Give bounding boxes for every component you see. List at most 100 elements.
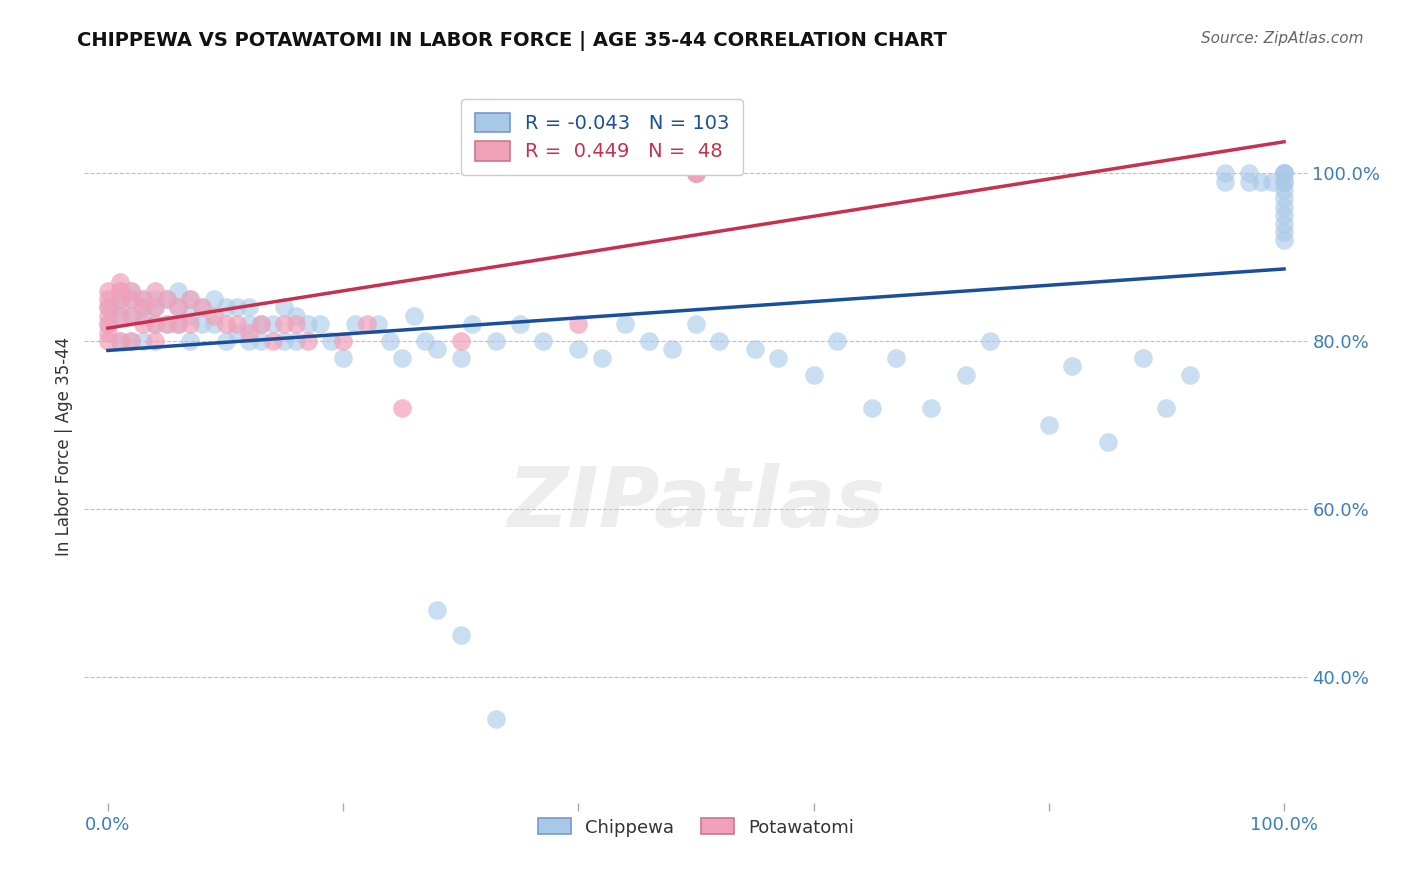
Point bbox=[132, 292, 155, 306]
Point bbox=[1272, 208, 1295, 222]
Point bbox=[343, 318, 366, 332]
Point bbox=[143, 292, 166, 306]
Point bbox=[426, 603, 449, 617]
Point bbox=[1272, 217, 1295, 231]
Point bbox=[179, 318, 201, 332]
Point bbox=[191, 301, 214, 315]
Point bbox=[273, 318, 295, 332]
Point bbox=[108, 309, 131, 323]
Point bbox=[97, 301, 120, 315]
Point bbox=[1097, 434, 1119, 449]
Point bbox=[308, 318, 330, 332]
Point bbox=[108, 284, 131, 298]
Point bbox=[249, 334, 271, 348]
Point bbox=[332, 351, 354, 365]
Point bbox=[332, 334, 354, 348]
Point bbox=[132, 301, 155, 315]
Point bbox=[120, 309, 142, 323]
Point bbox=[391, 351, 413, 365]
Point bbox=[120, 292, 142, 306]
Point bbox=[825, 334, 848, 348]
Point bbox=[1272, 191, 1295, 205]
Point bbox=[167, 318, 190, 332]
Point bbox=[120, 292, 142, 306]
Point bbox=[262, 318, 284, 332]
Point bbox=[120, 284, 142, 298]
Point bbox=[1272, 175, 1295, 189]
Point bbox=[685, 166, 707, 180]
Point bbox=[768, 351, 790, 365]
Point bbox=[214, 334, 236, 348]
Point bbox=[1062, 359, 1084, 374]
Point bbox=[1272, 183, 1295, 197]
Point bbox=[1250, 175, 1272, 189]
Point bbox=[391, 401, 413, 416]
Point bbox=[1272, 233, 1295, 247]
Point bbox=[402, 309, 425, 323]
Point bbox=[97, 301, 120, 315]
Point bbox=[238, 318, 260, 332]
Point bbox=[108, 301, 131, 315]
Point bbox=[1156, 401, 1178, 416]
Point bbox=[1272, 225, 1295, 239]
Point bbox=[226, 301, 249, 315]
Point bbox=[238, 301, 260, 315]
Point bbox=[179, 292, 201, 306]
Point bbox=[803, 368, 825, 382]
Point bbox=[1237, 175, 1260, 189]
Point bbox=[238, 334, 260, 348]
Point bbox=[297, 334, 319, 348]
Point bbox=[97, 318, 120, 332]
Point bbox=[1272, 166, 1295, 180]
Point bbox=[156, 292, 179, 306]
Point bbox=[167, 284, 190, 298]
Point bbox=[285, 318, 308, 332]
Point bbox=[156, 292, 179, 306]
Point bbox=[191, 318, 214, 332]
Point bbox=[380, 334, 402, 348]
Point bbox=[132, 301, 155, 315]
Point bbox=[979, 334, 1001, 348]
Point bbox=[108, 292, 131, 306]
Point bbox=[273, 334, 295, 348]
Point bbox=[120, 334, 142, 348]
Point bbox=[238, 326, 260, 340]
Point bbox=[97, 318, 120, 332]
Point bbox=[120, 334, 142, 348]
Point bbox=[1132, 351, 1154, 365]
Point bbox=[450, 628, 472, 642]
Point bbox=[132, 334, 155, 348]
Point bbox=[97, 309, 120, 323]
Point bbox=[108, 284, 131, 298]
Point bbox=[426, 343, 449, 357]
Point bbox=[1272, 166, 1295, 180]
Point bbox=[143, 301, 166, 315]
Point bbox=[1237, 166, 1260, 180]
Point bbox=[143, 301, 166, 315]
Point bbox=[709, 334, 731, 348]
Point bbox=[179, 334, 201, 348]
Point bbox=[1038, 417, 1060, 432]
Point bbox=[214, 318, 236, 332]
Point bbox=[531, 334, 554, 348]
Point bbox=[1213, 175, 1236, 189]
Point bbox=[249, 318, 271, 332]
Point bbox=[120, 309, 142, 323]
Point bbox=[450, 334, 472, 348]
Point bbox=[860, 401, 883, 416]
Point bbox=[108, 275, 131, 289]
Point bbox=[1272, 175, 1295, 189]
Point bbox=[143, 284, 166, 298]
Point bbox=[273, 301, 295, 315]
Point bbox=[132, 318, 155, 332]
Point bbox=[884, 351, 907, 365]
Text: ZIPatlas: ZIPatlas bbox=[508, 463, 884, 543]
Point bbox=[179, 309, 201, 323]
Point bbox=[1272, 166, 1295, 180]
Point bbox=[744, 343, 766, 357]
Point bbox=[97, 334, 120, 348]
Point bbox=[143, 318, 166, 332]
Point bbox=[156, 318, 179, 332]
Point bbox=[285, 309, 308, 323]
Point bbox=[297, 318, 319, 332]
